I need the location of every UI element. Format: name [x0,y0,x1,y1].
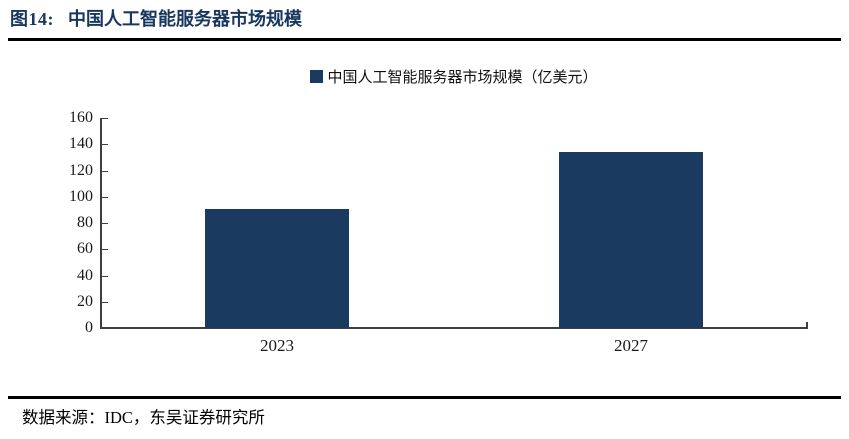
y-axis-tick [100,170,108,172]
y-axis-tick [100,327,108,328]
figure-number-label: 图14: [10,9,54,29]
x-axis-label-2027: 2027 [614,336,648,355]
y-axis-tick-label: 140 [69,135,93,153]
y-axis-tick-label: 120 [69,161,93,179]
bar-2027 [559,152,703,328]
y-axis-tick [100,196,108,198]
y-axis-tick-label: 160 [69,109,93,126]
y-axis-tick [100,223,108,224]
chart-legend: 中国人工智能服务器市场规模（亿美元） [100,66,808,87]
bar-chart-plot-area: 0 20 40 60 80 100 120 140 160 2023 2027 [69,109,808,355]
legend-label: 中国人工智能服务器市场规模（亿美元） [327,70,598,86]
header-divider [8,38,841,41]
x-axis-line [100,327,808,329]
figure-title: 图14: 中国人工智能服务器市场规模 [10,5,840,31]
y-axis-tick-label: 100 [69,187,93,205]
y-axis-tick-label: 20 [77,292,93,310]
data-source-note: 数据来源：IDC，东吴证券研究所 [22,408,265,427]
y-axis-tick [100,275,108,277]
y-axis-tick [100,249,108,251]
bar-2023 [205,208,349,328]
y-axis-tick-label: 0 [85,319,93,336]
legend-square-swatch-icon [310,70,324,83]
x-axis-end-tick [806,322,808,328]
x-axis-label-2023: 2023 [260,336,294,355]
y-axis-tick-label: 80 [77,214,93,231]
y-axis-tick [100,301,108,303]
y-axis-tick-label: 40 [77,266,93,284]
figure-title-text: 中国人工智能服务器市场规模 [68,9,302,29]
y-axis-tick-label: 60 [77,240,93,258]
y-axis-tick [100,144,108,146]
y-axis-tick [100,118,108,119]
footer-divider [8,396,841,399]
